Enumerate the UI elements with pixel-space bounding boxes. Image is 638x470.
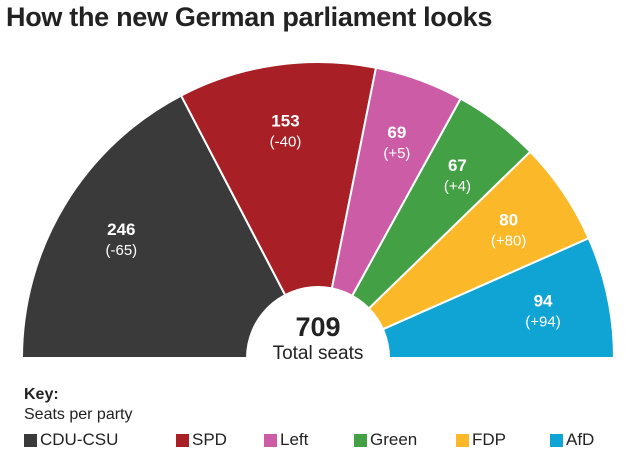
segment-label-left: 69 (+5) xyxy=(383,123,410,162)
legend-swatch xyxy=(24,433,37,447)
segment-value-left: 69 xyxy=(387,123,406,142)
segment-label-cdu-csu: 246 (-65) xyxy=(105,220,137,259)
legend-label: FDP xyxy=(472,430,506,449)
segment-label-spd: 153 (-40) xyxy=(270,111,302,150)
segment-spd xyxy=(179,61,378,361)
segment-label-afd: 94 (+94) xyxy=(525,291,560,330)
legend-label: CDU-CSU xyxy=(40,430,119,449)
center-hole xyxy=(246,286,390,380)
legend-item-green: Green xyxy=(354,430,417,450)
legend-label: SPD xyxy=(192,430,227,449)
key-subtitle: Seats per party xyxy=(24,406,133,423)
legend: CDU-CSU SPD Left Green FDP AfD xyxy=(24,430,634,454)
segment-change-fdp: (+80) xyxy=(491,232,526,249)
segment-value-spd: 153 xyxy=(271,111,299,130)
segment-change-left: (+5) xyxy=(383,145,410,162)
legend-swatch xyxy=(456,433,469,447)
legend-swatch xyxy=(354,433,367,447)
segment-cdu-csu xyxy=(20,94,320,359)
segment-change-green: (+4) xyxy=(444,178,471,195)
segment-afd xyxy=(317,236,616,359)
legend-item-spd: SPD xyxy=(176,430,227,450)
legend-label: AfD xyxy=(566,430,595,449)
segment-value-cdu-csu: 246 xyxy=(107,220,135,239)
legend-swatch xyxy=(550,433,563,447)
legend-swatch xyxy=(176,433,189,447)
legend-item-fdp: FDP xyxy=(456,430,506,450)
legend-label: Green xyxy=(370,430,418,449)
legend-swatch xyxy=(264,433,277,447)
legend-item-left: Left xyxy=(264,430,308,450)
legend-item-cdu-csu: CDU-CSU xyxy=(24,430,118,450)
chart-key: Key: Seats per party CDU-CSU SPD Left Green… xyxy=(24,386,634,454)
key-title: Key: xyxy=(24,386,59,403)
segment-label-fdp: 80 (+80) xyxy=(491,210,526,249)
chart-segments xyxy=(20,61,616,361)
chart-segment-labels: 246 (-65) 153 (-40) 69 (+5) 67 (+4) 80 (+80) 94 (+9… xyxy=(105,111,560,330)
legend-label: Left xyxy=(280,430,309,449)
legend-item-afd: AfD xyxy=(550,430,594,450)
segment-change-cdu-csu: (-65) xyxy=(105,242,137,259)
segment-value-afd: 94 xyxy=(534,291,553,310)
segment-value-fdp: 80 xyxy=(499,210,518,229)
parliament-chart: 246 (-65) 153 (-40) 69 (+5) 67 (+4) 80 (+80) 94 (+9… xyxy=(20,61,616,380)
chart-title: How the new German parliament looks xyxy=(6,2,493,32)
segment-label-green: 67 (+4) xyxy=(444,156,471,195)
segment-value-green: 67 xyxy=(448,156,467,175)
segment-change-spd: (-40) xyxy=(270,133,302,150)
center-total-value: 709 xyxy=(295,312,340,342)
center-total-label: Total seats xyxy=(273,343,364,364)
segment-change-afd: (+94) xyxy=(525,313,560,330)
